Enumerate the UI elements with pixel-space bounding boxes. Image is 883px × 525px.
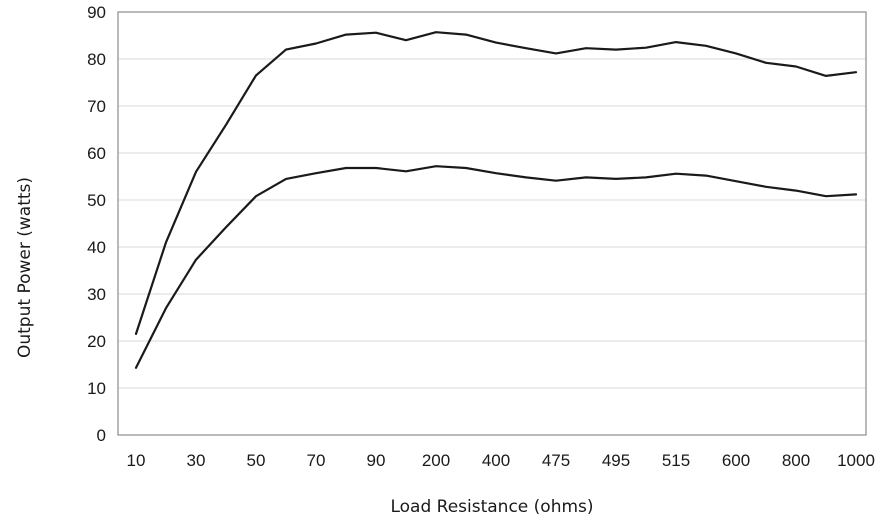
y-tick-label: 40 xyxy=(87,238,106,257)
x-tick-label: 495 xyxy=(602,451,630,470)
x-tick-label: 515 xyxy=(662,451,690,470)
x-axis-title: Load Resistance (ohms) xyxy=(390,497,593,517)
plot-area-frame xyxy=(117,11,867,436)
series-line-lower xyxy=(134,165,858,369)
y-axis-title: Output Power (watts) xyxy=(15,177,35,358)
x-tick-label: 30 xyxy=(187,451,206,470)
x-tick-label: 475 xyxy=(542,451,570,470)
y-tick-label: 70 xyxy=(87,97,106,116)
series-group xyxy=(134,31,858,369)
x-tick-label: 70 xyxy=(307,451,326,470)
x-tick-labels: 10 30 50 70 90 200 400 475 495 515 600 800 1000 xyxy=(127,451,875,470)
series-line-upper xyxy=(134,31,858,335)
x-tick-label: 50 xyxy=(247,451,266,470)
x-tick-label: 1000 xyxy=(837,451,875,470)
x-tick-label: 400 xyxy=(482,451,510,470)
x-tick-label: 10 xyxy=(127,451,146,470)
y-tick-label: 50 xyxy=(87,191,106,210)
y-tick-label: 10 xyxy=(87,379,106,398)
y-tick-label: 20 xyxy=(87,332,106,351)
x-tick-label: 600 xyxy=(722,451,750,470)
x-tick-label: 90 xyxy=(367,451,386,470)
y-tick-label: 80 xyxy=(87,50,106,69)
y-tick-labels: 0 10 20 30 40 50 60 70 80 90 xyxy=(87,3,106,445)
x-tick-label: 800 xyxy=(782,451,810,470)
x-tick-label: 200 xyxy=(422,451,450,470)
y-tick-label: 90 xyxy=(87,3,106,22)
y-tick-label: 0 xyxy=(97,426,106,445)
gridlines xyxy=(118,58,866,389)
y-tick-label: 60 xyxy=(87,144,106,163)
y-tick-label: 30 xyxy=(87,285,106,304)
